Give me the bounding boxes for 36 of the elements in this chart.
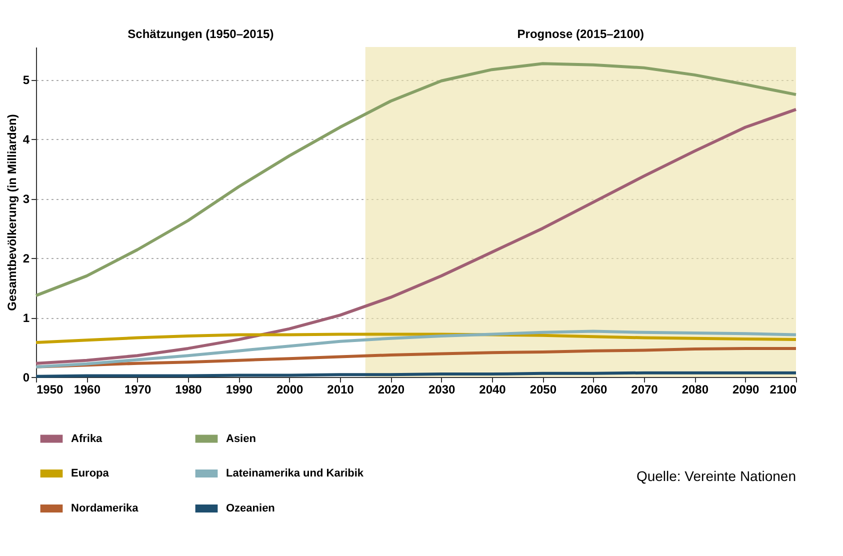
source-note: Quelle: Vereinte Nationen	[636, 468, 796, 484]
y-axis-title: Gesamtbevölkerung (in Milliarden)	[4, 114, 19, 311]
y-tick-label: 3	[22, 192, 30, 206]
x-tick-label: 2000	[276, 382, 304, 396]
line-series	[34, 108, 798, 365]
y-tick-label: 2	[22, 252, 30, 266]
x-tick-label: 2080	[682, 382, 709, 396]
legend-label: Ozeanien	[226, 502, 276, 514]
y-tick-label: 0	[22, 370, 30, 384]
x-tick-label: 2070	[631, 382, 658, 396]
legend-label: Nordamerika	[71, 502, 140, 514]
x-tick-label: 1970	[124, 382, 152, 396]
line-series	[34, 332, 798, 344]
x-tick-label: 2040	[479, 382, 506, 396]
line-series	[34, 62, 798, 298]
text: Schätzungen (1950–2015)	[128, 27, 274, 41]
x-tick-label: 1960	[74, 382, 101, 396]
legend-label: Europa	[71, 468, 110, 480]
x-tick-label: 2010	[327, 382, 354, 396]
x-tick-label: 2020	[378, 382, 405, 396]
x-tick-label: 1950	[36, 382, 64, 396]
y-tick-label: 1	[22, 311, 30, 326]
x-tick-label: 2050	[530, 382, 557, 396]
legend-label: Asien	[226, 432, 256, 445]
x-tick-label: 2090	[732, 382, 760, 396]
legend-label: Lateinamerika und Karibik	[226, 468, 364, 480]
x-tick-label: 2100	[770, 382, 797, 396]
y-tick-label: 4	[22, 132, 30, 147]
x-tick-label: 1980	[175, 382, 202, 396]
band-label: Prognose (2015–2100)	[517, 27, 644, 41]
x-tick-label: 2060	[580, 382, 608, 396]
legend-label: Afrika	[71, 432, 104, 445]
x-tick-label: 1990	[226, 382, 253, 396]
line-series	[34, 330, 798, 368]
x-tick-label: 2030	[428, 382, 456, 396]
y-tick-label: 5	[22, 73, 30, 88]
